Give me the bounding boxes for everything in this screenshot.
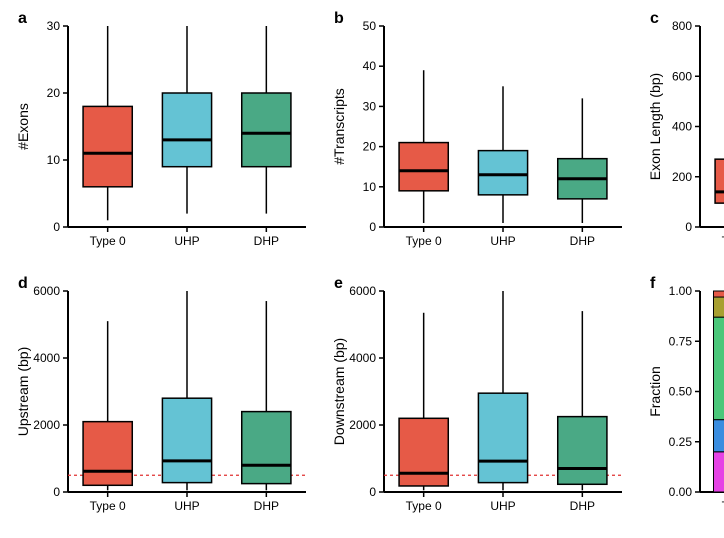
svg-text:0.75: 0.75 xyxy=(669,334,693,348)
svg-text:0.25: 0.25 xyxy=(669,435,693,449)
panel-d: d 0 2000 4000 6000 Upstream (bp) Type 0 UHP DHP xyxy=(12,277,312,526)
panel-e: e 0 2000 4000 6000 Downstream (bp) Type 0 UHP D… xyxy=(328,277,628,526)
svg-text:DHP: DHP xyxy=(570,499,595,513)
panel-a-label: a xyxy=(18,10,27,28)
panel-f-svg: 0.000.250.500.751.00FractionType 0UHPDHP xyxy=(644,277,724,526)
panel-b-label: b xyxy=(334,10,344,28)
svg-text:Type 0: Type 0 xyxy=(406,499,442,513)
panel-b: b 0 10 20 30 40 50 #Transcripts Type 0 UHP DHP xyxy=(328,12,628,261)
svg-text:800: 800 xyxy=(672,19,692,33)
svg-text:10: 10 xyxy=(47,153,61,167)
svg-text:0: 0 xyxy=(369,485,376,499)
svg-text:30: 30 xyxy=(47,19,61,33)
svg-text:#Transcripts: #Transcripts xyxy=(331,88,347,165)
svg-text:Type 0: Type 0 xyxy=(90,234,126,248)
svg-text:2000: 2000 xyxy=(349,418,376,432)
svg-text:10: 10 xyxy=(363,180,377,194)
panel-b-svg: 0 10 20 30 40 50 #Transcripts Type 0 UHP DHP xyxy=(328,12,628,261)
svg-text:UHP: UHP xyxy=(490,499,515,513)
svg-text:50: 50 xyxy=(363,19,377,33)
svg-text:20: 20 xyxy=(47,86,61,100)
svg-text:Upstream (bp): Upstream (bp) xyxy=(15,347,31,436)
panel-f: f 0.000.250.500.751.00FractionType 0UHPD… xyxy=(644,277,724,526)
svg-text:Exon Length (bp): Exon Length (bp) xyxy=(647,73,663,180)
panel-e-svg: 0 2000 4000 6000 Downstream (bp) Type 0 UHP DHP xyxy=(328,277,628,526)
svg-text:Fraction: Fraction xyxy=(647,366,663,417)
svg-text:0: 0 xyxy=(53,220,60,234)
svg-text:200: 200 xyxy=(672,170,692,184)
svg-text:Type 0: Type 0 xyxy=(90,499,126,513)
svg-text:Downstream (bp): Downstream (bp) xyxy=(331,338,347,445)
panel-e-label: e xyxy=(334,275,343,293)
svg-text:0.00: 0.00 xyxy=(669,485,693,499)
panel-d-svg: 0 2000 4000 6000 Upstream (bp) Type 0 UHP DHP xyxy=(12,277,312,526)
svg-text:0: 0 xyxy=(53,485,60,499)
panel-c-label: c xyxy=(650,10,659,28)
svg-text:6000: 6000 xyxy=(33,284,60,298)
chart-grid: a 0 10 20 30 #Exons Type 0 UHP DHP b 0 10 20 30 40 5… xyxy=(12,12,712,526)
svg-text:4000: 4000 xyxy=(349,351,376,365)
svg-text:UHP: UHP xyxy=(174,234,199,248)
svg-text:0: 0 xyxy=(685,220,692,234)
svg-text:400: 400 xyxy=(672,120,692,134)
svg-text:UHP: UHP xyxy=(490,234,515,248)
panel-d-label: d xyxy=(18,275,28,293)
svg-text:DHP: DHP xyxy=(254,234,279,248)
svg-text:DHP: DHP xyxy=(254,499,279,513)
panel-c: c 0200400600800Exon Length (bp)Type 0UHP… xyxy=(644,12,724,261)
svg-text:6000: 6000 xyxy=(349,284,376,298)
panel-a-svg: 0 10 20 30 #Exons Type 0 UHP DHP xyxy=(12,12,312,261)
panel-a: a 0 10 20 30 #Exons Type 0 UHP DHP xyxy=(12,12,312,261)
svg-text:2000: 2000 xyxy=(33,418,60,432)
svg-text:Type 0: Type 0 xyxy=(406,234,442,248)
svg-text:600: 600 xyxy=(672,69,692,83)
svg-text:DHP: DHP xyxy=(570,234,595,248)
svg-text:0.50: 0.50 xyxy=(669,385,693,399)
svg-text:4000: 4000 xyxy=(33,351,60,365)
svg-text:30: 30 xyxy=(363,99,377,113)
svg-text:UHP: UHP xyxy=(174,499,199,513)
svg-text:1.00: 1.00 xyxy=(669,284,693,298)
svg-text:40: 40 xyxy=(363,59,377,73)
panel-c-svg: 0200400600800Exon Length (bp)Type 0UHPDH… xyxy=(644,12,724,261)
panel-f-label: f xyxy=(650,275,655,293)
svg-text:20: 20 xyxy=(363,140,377,154)
svg-text:0: 0 xyxy=(369,220,376,234)
svg-text:#Exons: #Exons xyxy=(15,103,31,150)
